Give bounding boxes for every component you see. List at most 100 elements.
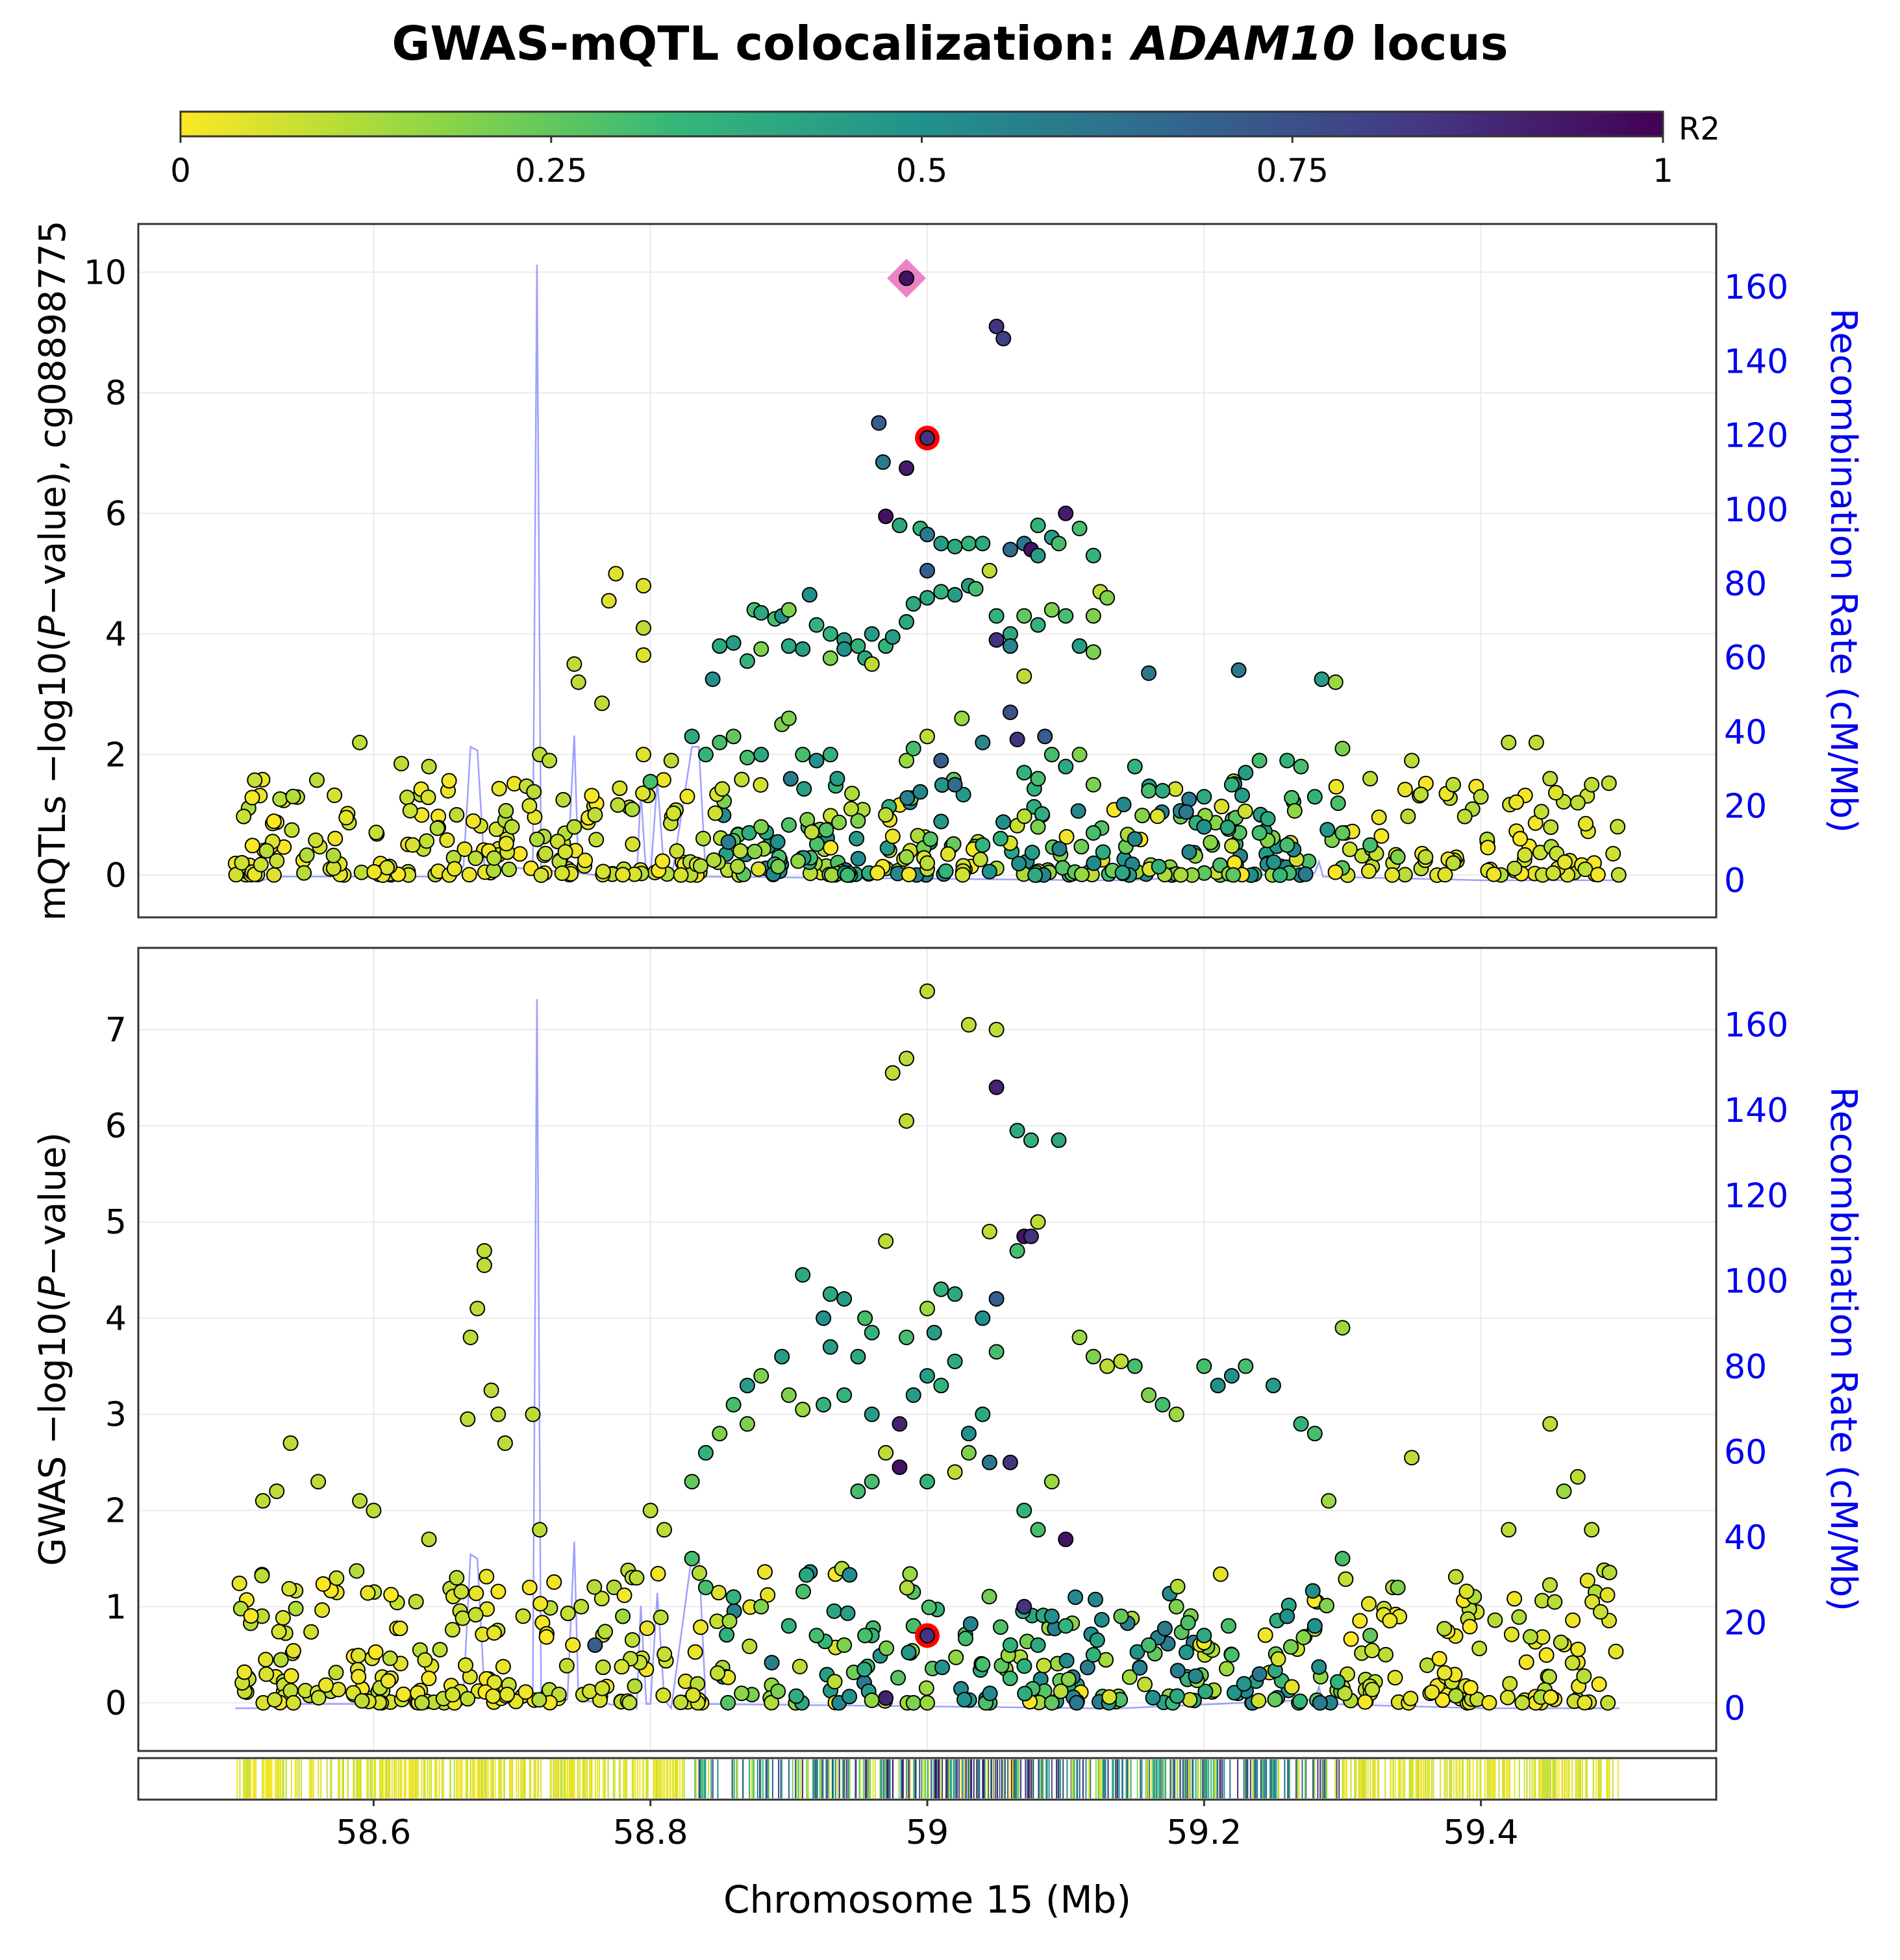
snp-point bbox=[975, 1310, 991, 1326]
snp-point-bg bbox=[309, 772, 325, 788]
snp-point-bg bbox=[392, 1620, 408, 1637]
snp-point-bg bbox=[490, 1583, 506, 1600]
snp-point bbox=[836, 1291, 853, 1307]
snp-point-bg bbox=[1225, 867, 1242, 883]
snp-point bbox=[1556, 1483, 1572, 1499]
snp-point bbox=[1251, 825, 1268, 841]
snp-point bbox=[1058, 505, 1074, 521]
snp-point-bg bbox=[769, 834, 786, 850]
y-tick-label: 2 bbox=[105, 1492, 127, 1531]
snp-point bbox=[781, 602, 797, 618]
snp-point-bg bbox=[1219, 1661, 1234, 1677]
snp-point-bg bbox=[981, 1589, 997, 1605]
snp-point-bg bbox=[757, 1564, 773, 1580]
snp-point-bg bbox=[656, 1646, 673, 1662]
snp-point-bg bbox=[753, 777, 769, 793]
snp-point-bg bbox=[1502, 1676, 1518, 1692]
snp-point-bg bbox=[1471, 1641, 1488, 1657]
snp-point-bg bbox=[850, 850, 866, 867]
snp-point bbox=[1016, 765, 1032, 781]
snp-point-bg bbox=[1436, 1665, 1453, 1681]
snp-point bbox=[1445, 776, 1461, 793]
snp-point-bg bbox=[368, 1644, 384, 1660]
snp-point-bg bbox=[795, 1583, 811, 1600]
snp-point bbox=[1404, 752, 1420, 769]
snp-point bbox=[1044, 1694, 1060, 1711]
snp-point bbox=[857, 1310, 873, 1326]
snp-point-bg bbox=[1156, 1620, 1173, 1637]
snp-point-bg bbox=[468, 850, 484, 866]
snp-point bbox=[795, 1402, 811, 1418]
snp-point bbox=[1127, 758, 1143, 775]
snp-point-bg bbox=[615, 867, 631, 883]
snp-point-bg bbox=[734, 1685, 750, 1702]
snp-point bbox=[684, 1474, 700, 1490]
snp-point bbox=[352, 734, 368, 751]
snp-point bbox=[919, 563, 935, 578]
snp-point-bg bbox=[1270, 1651, 1286, 1667]
snp-point-bg bbox=[1101, 1689, 1118, 1705]
snp-point-bg bbox=[1543, 819, 1559, 836]
snp-point bbox=[850, 1483, 866, 1499]
snp-point-bg bbox=[1522, 1629, 1538, 1645]
snp-point bbox=[636, 747, 651, 763]
snp-point bbox=[1085, 776, 1101, 793]
snp-point bbox=[884, 629, 901, 645]
snp-point bbox=[483, 1382, 499, 1398]
snp-point bbox=[753, 605, 769, 621]
snp-point bbox=[1030, 1637, 1046, 1653]
snp-point-bg bbox=[692, 858, 708, 874]
snp-point bbox=[460, 1411, 476, 1427]
snp-point-bg bbox=[495, 1659, 511, 1675]
snp-point bbox=[636, 620, 651, 636]
snp-point-bg bbox=[1053, 1683, 1069, 1700]
snp-point bbox=[808, 1628, 825, 1644]
snp-point-bg bbox=[730, 858, 746, 875]
snp-point-bg bbox=[421, 1670, 437, 1687]
snp-point-bg bbox=[1234, 788, 1250, 804]
snp-point-bg bbox=[788, 1688, 805, 1704]
snp-point bbox=[1071, 747, 1088, 763]
snp-point-bg bbox=[884, 828, 901, 845]
snp-point bbox=[705, 671, 721, 688]
y2-tick-label: 140 bbox=[1724, 342, 1788, 381]
snp-point-bg bbox=[1610, 867, 1627, 883]
snp-point-bg bbox=[606, 1580, 622, 1595]
y2-tick-label: 40 bbox=[1724, 713, 1767, 752]
snp-point-bg bbox=[296, 865, 312, 881]
snp-point-bg bbox=[1257, 1627, 1273, 1643]
y-tick-label: 4 bbox=[105, 615, 127, 654]
snp-point-bg bbox=[1073, 839, 1090, 855]
snp-point-bg bbox=[1070, 803, 1086, 819]
snp-point-bg bbox=[972, 851, 988, 867]
colorbar-tick-label: 0 bbox=[170, 152, 191, 190]
snp-point-bg bbox=[1364, 1643, 1380, 1659]
snp-point-bg bbox=[687, 1644, 703, 1660]
snp-point-bg bbox=[1506, 860, 1523, 876]
snp-point-bg bbox=[258, 1652, 274, 1668]
snp-point-bg bbox=[948, 1649, 964, 1665]
snp-point-bg bbox=[455, 1610, 471, 1626]
y-tick-label: 10 bbox=[84, 253, 127, 292]
snp-point-bg bbox=[1069, 1694, 1085, 1711]
snp-point bbox=[1085, 608, 1101, 624]
snp-point-bg bbox=[1570, 1641, 1586, 1657]
snp-point-bg bbox=[485, 1688, 501, 1704]
snp-point-bg bbox=[1499, 1689, 1516, 1706]
snp-point bbox=[954, 710, 970, 726]
snp-point-bg bbox=[710, 1665, 726, 1681]
snp-point-bg bbox=[1002, 1670, 1018, 1687]
snp-point bbox=[712, 638, 728, 654]
snp-point-bg bbox=[706, 852, 722, 868]
snp-point bbox=[1009, 1123, 1025, 1139]
snp-point-bg bbox=[679, 788, 695, 804]
snp-point-bg bbox=[1260, 811, 1276, 827]
x-axis-label: Chromosome 15 (Mb) bbox=[723, 1878, 1131, 1922]
snp-point-bg bbox=[1486, 866, 1502, 882]
snp-point bbox=[1030, 517, 1046, 534]
snp-point bbox=[1584, 776, 1600, 793]
snp-point-bg bbox=[879, 1640, 895, 1656]
snp-point-bg bbox=[796, 781, 812, 797]
snp-point-bg bbox=[595, 863, 611, 880]
snp-point bbox=[1071, 521, 1088, 536]
